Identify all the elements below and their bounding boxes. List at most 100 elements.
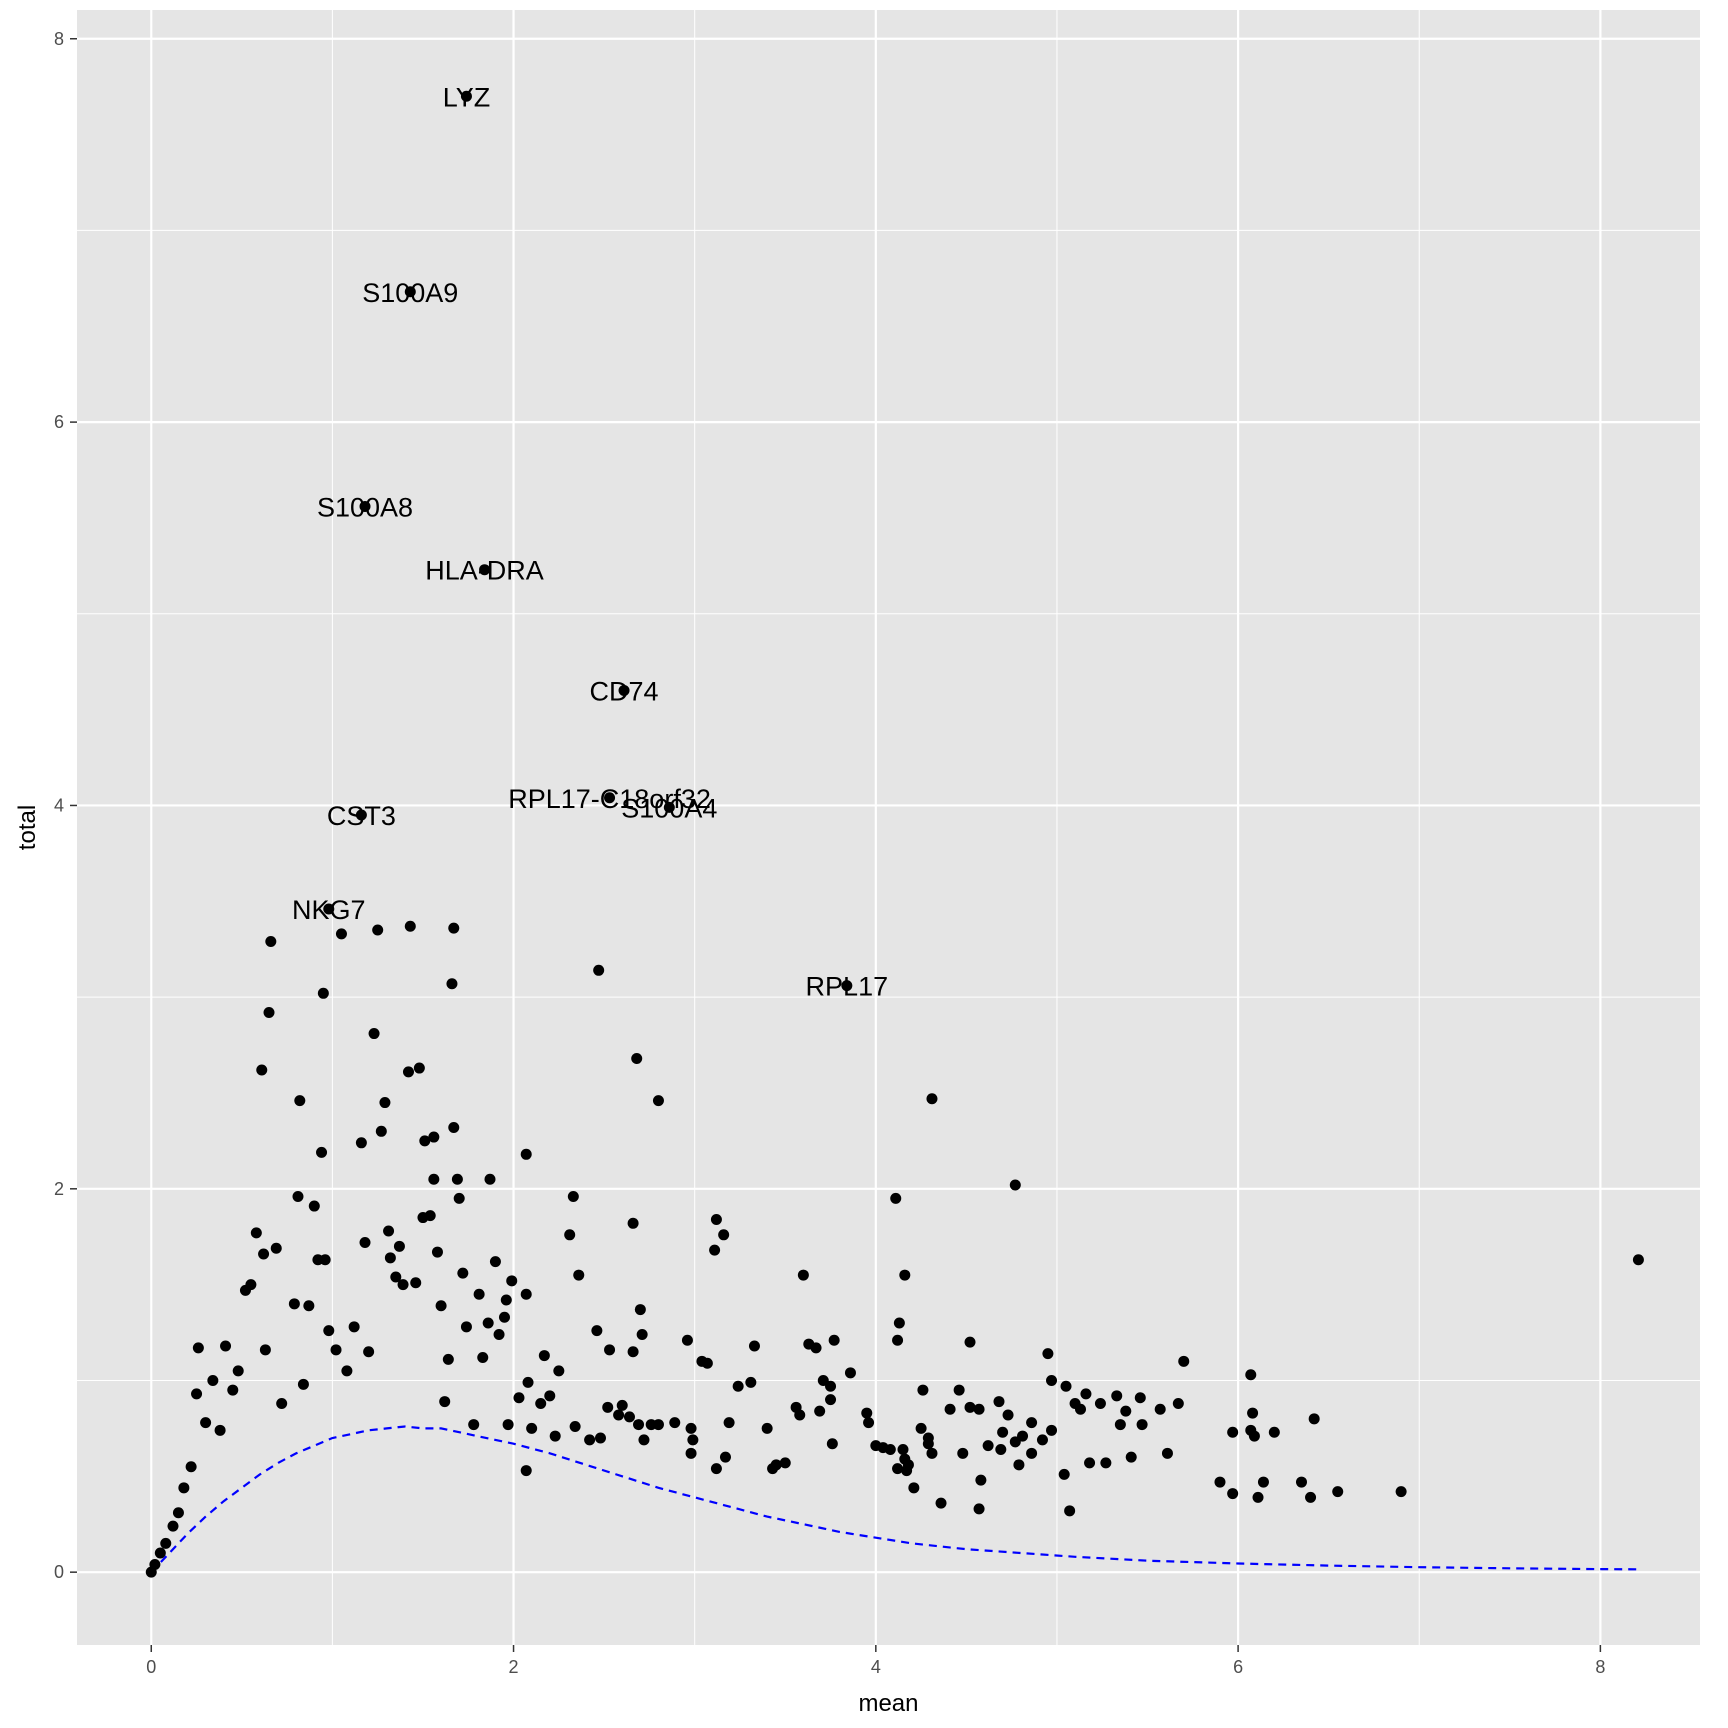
data-point	[207, 1374, 219, 1386]
data-point	[602, 1401, 614, 1413]
data-point	[335, 928, 347, 940]
point-label: RPL17	[806, 972, 889, 1002]
point-label: S100A8	[317, 492, 413, 522]
data-point	[723, 1417, 735, 1429]
y-axis-title: total	[14, 805, 41, 850]
data-point	[288, 1298, 300, 1310]
data-point	[627, 1217, 639, 1229]
labeled-data-point	[841, 980, 853, 992]
data-point	[1046, 1424, 1058, 1436]
y-tick-label: 2	[54, 1179, 64, 1199]
data-point	[645, 1419, 657, 1431]
data-point	[468, 1419, 480, 1431]
labeled-data-point	[604, 792, 616, 804]
labeled-data-point	[479, 564, 491, 576]
data-point	[944, 1403, 956, 1415]
data-point	[1111, 1390, 1123, 1402]
data-point	[828, 1334, 840, 1346]
data-point	[493, 1328, 505, 1340]
data-point	[1069, 1397, 1081, 1409]
data-point	[484, 1173, 496, 1185]
data-point	[669, 1417, 681, 1429]
data-point	[901, 1465, 913, 1477]
data-point	[250, 1227, 262, 1239]
data-point	[341, 1365, 353, 1377]
point-label: S100A9	[362, 278, 458, 308]
labeled-data-point	[359, 500, 371, 512]
data-point	[1036, 1434, 1048, 1446]
data-point	[1013, 1459, 1025, 1471]
data-point	[685, 1447, 697, 1459]
data-point	[1395, 1486, 1407, 1498]
data-point	[908, 1482, 920, 1494]
data-point	[1094, 1397, 1106, 1409]
data-point	[500, 1294, 512, 1306]
data-point	[451, 1173, 463, 1185]
data-point	[1305, 1491, 1317, 1503]
data-point	[448, 922, 460, 934]
y-tick-label: 0	[54, 1562, 64, 1582]
data-point	[506, 1275, 518, 1287]
data-point	[899, 1269, 911, 1281]
data-point	[1227, 1488, 1239, 1500]
data-point	[428, 1131, 440, 1143]
data-point	[1295, 1476, 1307, 1488]
data-point	[1227, 1426, 1239, 1438]
data-point	[935, 1497, 947, 1509]
x-tick-label: 8	[1595, 1657, 1605, 1677]
data-point	[636, 1328, 648, 1340]
data-point	[1046, 1374, 1058, 1386]
data-point	[330, 1344, 342, 1356]
data-point	[263, 1006, 275, 1018]
y-tick-label: 6	[54, 412, 64, 432]
data-point	[710, 1213, 722, 1225]
data-point	[383, 1225, 395, 1237]
data-point	[826, 1438, 838, 1450]
data-point	[220, 1340, 232, 1352]
point-labels: LYZ S100A9 S100A8 HLA-DRA CD74 RPL17-C18orf32…	[292, 82, 888, 1001]
data-point	[797, 1269, 809, 1281]
data-point	[457, 1267, 469, 1279]
data-point	[893, 1317, 905, 1329]
data-point	[892, 1463, 904, 1475]
data-point	[917, 1384, 929, 1396]
data-point	[870, 1440, 882, 1452]
data-point	[890, 1192, 902, 1204]
data-point	[489, 1256, 501, 1268]
data-point	[710, 1463, 722, 1475]
data-point	[861, 1407, 873, 1419]
labeled-data-point	[618, 684, 630, 696]
x-tick-label: 0	[146, 1657, 156, 1677]
data-point	[564, 1229, 576, 1241]
data-point	[549, 1430, 561, 1442]
data-point	[1064, 1505, 1076, 1517]
data-point	[363, 1346, 375, 1358]
data-point	[1134, 1392, 1146, 1404]
point-label: CD74	[590, 676, 659, 706]
data-point	[982, 1440, 994, 1452]
data-point	[446, 978, 458, 990]
labeled-data-point	[460, 90, 472, 102]
major-gridlines	[77, 10, 1700, 1645]
data-point	[1257, 1476, 1269, 1488]
data-point	[995, 1443, 1007, 1455]
data-point	[435, 1300, 447, 1312]
data-point	[379, 1097, 391, 1109]
y-tick-label: 8	[54, 29, 64, 49]
data-point	[687, 1434, 699, 1446]
data-point	[276, 1397, 288, 1409]
data-point	[185, 1461, 197, 1473]
data-point	[482, 1317, 494, 1329]
data-point	[899, 1453, 911, 1465]
data-point	[709, 1244, 721, 1256]
data-point	[460, 1321, 472, 1333]
data-point	[520, 1288, 532, 1300]
data-point	[993, 1396, 1005, 1408]
data-point	[439, 1396, 451, 1408]
data-point	[538, 1350, 550, 1362]
data-point	[915, 1422, 927, 1434]
labeled-data-point	[404, 286, 416, 298]
x-tick-label: 4	[871, 1657, 881, 1677]
point-label: HLA-DRA	[425, 556, 544, 586]
data-point	[616, 1399, 628, 1411]
